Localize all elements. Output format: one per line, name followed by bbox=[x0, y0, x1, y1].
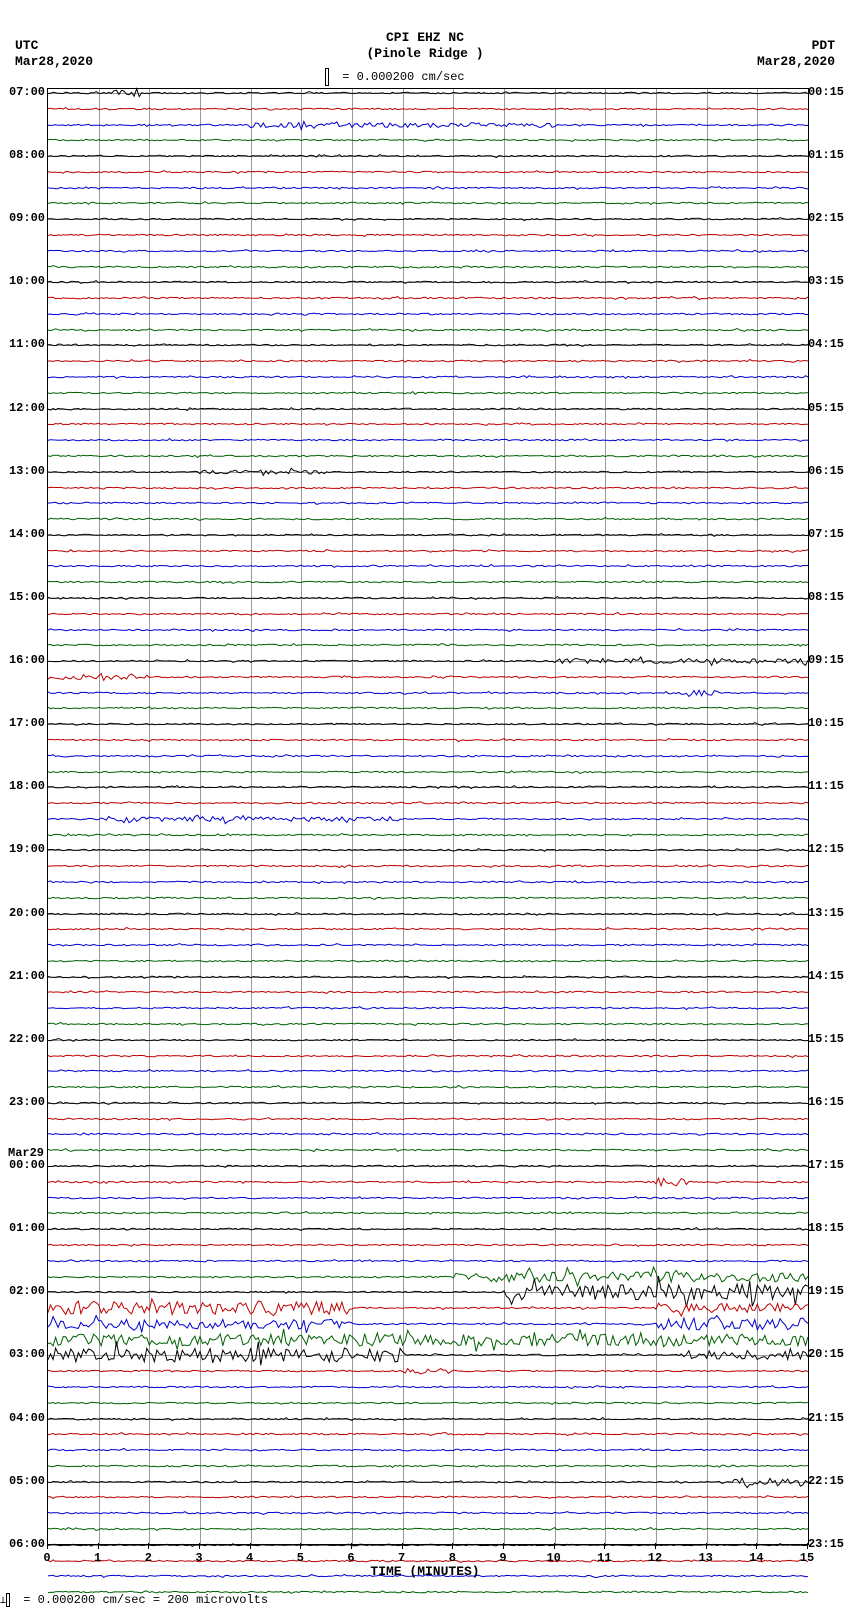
x-tick-label: 2 bbox=[145, 1551, 152, 1565]
left-time-label: 07:00 bbox=[8, 85, 45, 99]
top-left-label: UTC Mar28,2020 bbox=[15, 38, 93, 69]
x-tick bbox=[503, 1543, 504, 1549]
left-time-label: 13:00 bbox=[8, 464, 45, 478]
left-time-label: 14:00 bbox=[8, 527, 45, 541]
x-tick-label: 9 bbox=[499, 1551, 506, 1565]
x-tick bbox=[199, 1543, 200, 1549]
right-time-label: 17:15 bbox=[808, 1158, 844, 1172]
left-time-label: 03:00 bbox=[8, 1347, 45, 1361]
header: CPI EHZ NC (Pinole Ridge ) bbox=[0, 30, 850, 61]
right-time-label: 12:15 bbox=[808, 842, 844, 856]
right-time-label: 21:15 bbox=[808, 1411, 844, 1425]
x-tick bbox=[47, 1543, 48, 1549]
station-id: CPI EHZ NC bbox=[0, 30, 850, 46]
x-tick-label: 11 bbox=[597, 1551, 611, 1565]
left-time-label: 19:00 bbox=[8, 842, 45, 856]
right-time-label: 20:15 bbox=[808, 1347, 844, 1361]
x-tick bbox=[250, 1543, 251, 1549]
left-time-label: 04:00 bbox=[8, 1411, 45, 1425]
right-time-label: 16:15 bbox=[808, 1095, 844, 1109]
x-tick-label: 8 bbox=[449, 1551, 456, 1565]
x-tick-label: 12 bbox=[648, 1551, 662, 1565]
left-time-label: 17:00 bbox=[8, 716, 45, 730]
right-time-label: 02:15 bbox=[808, 211, 844, 225]
x-tick-label: 3 bbox=[195, 1551, 202, 1565]
left-timezone: UTC bbox=[15, 38, 93, 54]
x-tick-label: 15 bbox=[800, 1551, 814, 1565]
left-time-label: 11:00 bbox=[8, 337, 45, 351]
x-tick-label: 4 bbox=[246, 1551, 253, 1565]
right-time-label: 05:15 bbox=[808, 401, 844, 415]
left-time-label: 22:00 bbox=[8, 1032, 45, 1046]
right-time-label: 04:15 bbox=[808, 337, 844, 351]
plot-area bbox=[47, 88, 809, 1545]
right-time-label: 11:15 bbox=[808, 779, 844, 793]
x-tick bbox=[604, 1543, 605, 1549]
x-tick-label: 10 bbox=[546, 1551, 560, 1565]
left-time-label: 23:00 bbox=[8, 1095, 45, 1109]
right-time-label: 23:15 bbox=[808, 1537, 844, 1551]
x-tick bbox=[402, 1543, 403, 1549]
left-time-label: 10:00 bbox=[8, 274, 45, 288]
right-time-label: 14:15 bbox=[808, 969, 844, 983]
right-time-label: 00:15 bbox=[808, 85, 844, 99]
right-time-label: 01:15 bbox=[808, 148, 844, 162]
x-tick bbox=[351, 1543, 352, 1549]
x-tick-label: 14 bbox=[749, 1551, 763, 1565]
left-time-label: 06:00 bbox=[8, 1537, 45, 1551]
right-time-label: 06:15 bbox=[808, 464, 844, 478]
x-tick bbox=[148, 1543, 149, 1549]
left-day-label: Mar29 bbox=[8, 1146, 44, 1160]
x-tick bbox=[655, 1543, 656, 1549]
station-name: (Pinole Ridge ) bbox=[0, 46, 850, 62]
x-tick-label: 13 bbox=[698, 1551, 712, 1565]
right-time-label: 18:15 bbox=[808, 1221, 844, 1235]
left-time-label: 21:00 bbox=[8, 969, 45, 983]
right-time-label: 09:15 bbox=[808, 653, 844, 667]
x-tick bbox=[554, 1543, 555, 1549]
right-time-label: 19:15 bbox=[808, 1284, 844, 1298]
left-time-label: 09:00 bbox=[8, 211, 45, 225]
right-time-label: 03:15 bbox=[808, 274, 844, 288]
left-time-label: 01:00 bbox=[8, 1221, 45, 1235]
left-time-label: 18:00 bbox=[8, 779, 45, 793]
left-time-label: 12:00 bbox=[8, 401, 45, 415]
x-tick-label: 6 bbox=[347, 1551, 354, 1565]
left-time-label: 15:00 bbox=[8, 590, 45, 604]
top-right-label: PDT Mar28,2020 bbox=[757, 38, 835, 69]
x-axis-title: TIME (MINUTES) bbox=[0, 1564, 850, 1579]
left-time-label: 20:00 bbox=[8, 906, 45, 920]
right-time-label: 08:15 bbox=[808, 590, 844, 604]
right-time-label: 10:15 bbox=[808, 716, 844, 730]
left-time-label: 08:00 bbox=[8, 148, 45, 162]
x-tick-label: 1 bbox=[94, 1551, 101, 1565]
right-time-label: 15:15 bbox=[808, 1032, 844, 1046]
right-time-label: 07:15 bbox=[808, 527, 844, 541]
x-tick bbox=[452, 1543, 453, 1549]
left-date: Mar28,2020 bbox=[15, 54, 93, 70]
x-tick bbox=[98, 1543, 99, 1549]
footer-scale-text: = 0.000200 cm/sec = 200 microvolts bbox=[23, 1593, 268, 1607]
scale-bar-icon bbox=[6, 1593, 10, 1607]
right-time-label: 13:15 bbox=[808, 906, 844, 920]
x-tick-label: 5 bbox=[297, 1551, 304, 1565]
x-tick-label: 0 bbox=[43, 1551, 50, 1565]
x-tick bbox=[300, 1543, 301, 1549]
left-time-label: 05:00 bbox=[8, 1474, 45, 1488]
left-time-label: 16:00 bbox=[8, 653, 45, 667]
x-tick bbox=[756, 1543, 757, 1549]
right-timezone: PDT bbox=[757, 38, 835, 54]
left-time-label: 02:00 bbox=[8, 1284, 45, 1298]
right-date: Mar28,2020 bbox=[757, 54, 835, 70]
seismogram-container: CPI EHZ NC (Pinole Ridge ) UTC Mar28,202… bbox=[0, 0, 850, 1613]
x-tick bbox=[706, 1543, 707, 1549]
footer-scale: ⊥ = 0.000200 cm/sec = 200 microvolts bbox=[0, 1593, 268, 1607]
right-time-label: 22:15 bbox=[808, 1474, 844, 1488]
x-tick-label: 7 bbox=[398, 1551, 405, 1565]
